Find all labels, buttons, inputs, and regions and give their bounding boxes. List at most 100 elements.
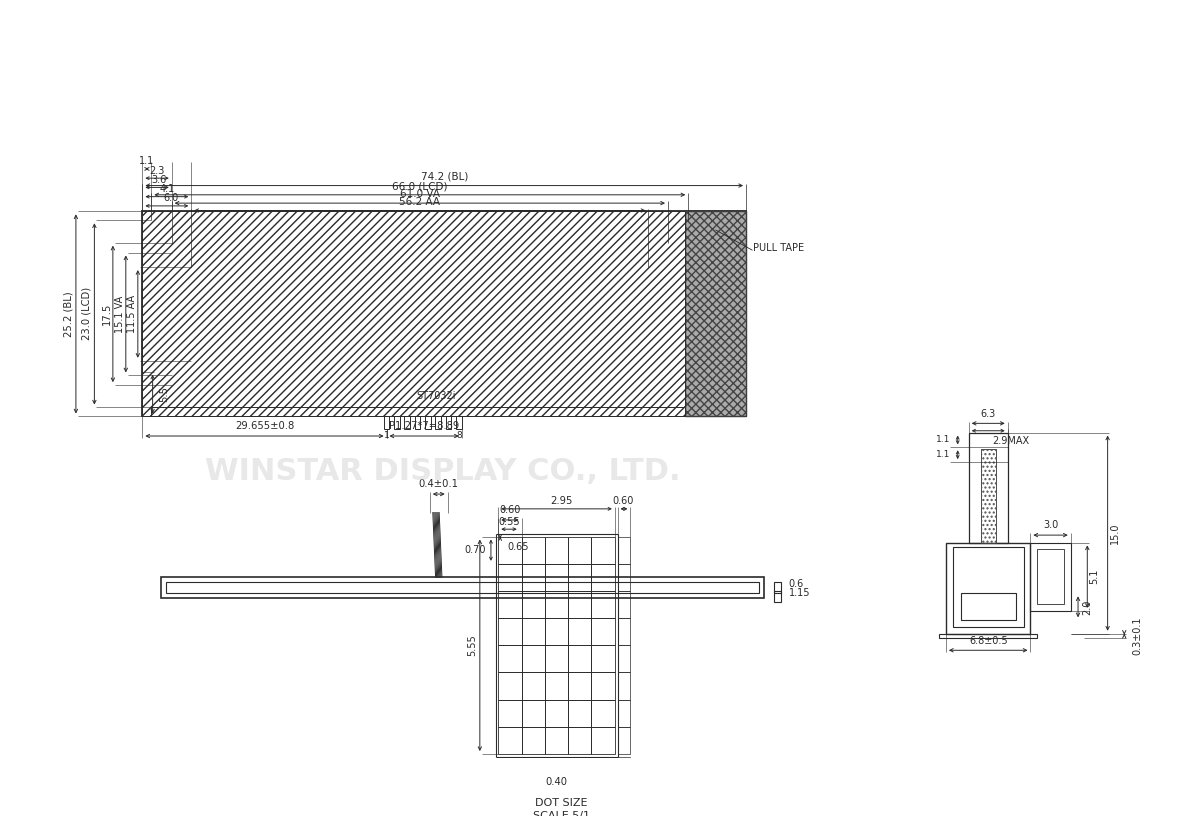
Bar	[193, 307, 197, 310]
Bar	[565, 307, 568, 310]
Bar	[517, 297, 521, 300]
Bar	[289, 302, 292, 305]
Bar	[631, 324, 635, 327]
Bar	[350, 339, 354, 342]
Bar	[280, 339, 282, 342]
Bar	[289, 297, 292, 300]
Bar	[541, 292, 545, 295]
Bar	[260, 307, 264, 310]
Bar	[451, 334, 454, 337]
Bar	[604, 297, 606, 300]
Bar	[594, 307, 596, 310]
Bar	[470, 324, 473, 327]
Text: 15.1 VA: 15.1 VA	[115, 295, 125, 333]
Bar	[384, 319, 388, 322]
Bar	[512, 349, 516, 352]
Bar	[379, 344, 383, 347]
Bar	[203, 354, 206, 357]
Bar	[512, 302, 516, 305]
Bar	[584, 319, 587, 322]
Bar	[328, 324, 330, 327]
Bar	[484, 297, 487, 300]
Bar	[232, 339, 235, 342]
Text: 8: 8	[456, 432, 462, 441]
Bar	[384, 324, 388, 327]
Bar	[408, 292, 412, 295]
Bar	[541, 319, 545, 322]
Bar	[592, 591, 614, 618]
Bar	[613, 344, 616, 347]
Bar	[584, 273, 587, 276]
Bar	[284, 339, 287, 342]
Bar	[384, 287, 388, 290]
Bar	[437, 277, 439, 281]
Bar	[618, 672, 630, 699]
Bar	[626, 319, 630, 322]
Bar	[384, 273, 388, 276]
Bar	[626, 277, 630, 281]
Bar	[631, 319, 635, 322]
Bar	[355, 329, 359, 332]
Bar	[556, 307, 559, 310]
Bar	[341, 329, 344, 332]
Bar	[456, 292, 458, 295]
Bar	[251, 319, 254, 322]
Bar	[541, 287, 545, 290]
Bar	[212, 334, 216, 337]
Bar	[232, 282, 235, 286]
Bar	[422, 287, 425, 290]
Bar	[527, 302, 530, 305]
Bar	[594, 354, 596, 357]
Bar	[236, 329, 240, 332]
Bar	[236, 344, 240, 347]
Bar	[613, 324, 616, 327]
Bar	[432, 287, 434, 290]
Bar	[517, 277, 521, 281]
Bar	[498, 277, 502, 281]
Bar	[294, 307, 296, 310]
Bar	[336, 339, 340, 342]
Bar	[641, 297, 644, 300]
Bar	[551, 292, 554, 295]
Bar	[626, 339, 630, 342]
Bar	[636, 297, 640, 300]
Text: 17.5: 17.5	[102, 303, 113, 325]
Bar	[284, 329, 287, 332]
Bar	[622, 349, 625, 352]
Bar	[498, 354, 502, 357]
Bar	[422, 307, 425, 310]
Bar	[517, 282, 521, 286]
Bar	[379, 307, 383, 310]
Bar	[569, 564, 592, 591]
Bar	[488, 277, 492, 281]
Bar	[536, 349, 540, 352]
Bar	[193, 273, 197, 276]
Bar	[580, 297, 582, 300]
Bar	[613, 287, 616, 290]
Bar	[203, 287, 206, 290]
Bar	[517, 292, 521, 295]
Bar	[451, 349, 454, 352]
Bar	[284, 282, 287, 286]
Bar	[256, 339, 259, 342]
Bar	[498, 339, 502, 342]
Bar	[328, 349, 330, 352]
Bar	[604, 277, 606, 281]
Bar	[398, 339, 402, 342]
Bar	[575, 334, 577, 337]
Bar	[437, 319, 439, 322]
Bar	[551, 349, 554, 352]
Bar	[608, 324, 611, 327]
Bar	[280, 282, 282, 286]
Bar	[479, 329, 482, 332]
Bar	[498, 292, 502, 295]
Bar	[575, 307, 577, 310]
Bar	[313, 344, 316, 347]
Bar	[498, 287, 502, 290]
Bar	[556, 273, 559, 276]
Text: 2.95: 2.95	[550, 496, 572, 506]
Text: 0.60: 0.60	[612, 496, 634, 506]
Bar	[256, 302, 259, 305]
Bar	[546, 354, 550, 357]
Bar	[551, 273, 554, 276]
